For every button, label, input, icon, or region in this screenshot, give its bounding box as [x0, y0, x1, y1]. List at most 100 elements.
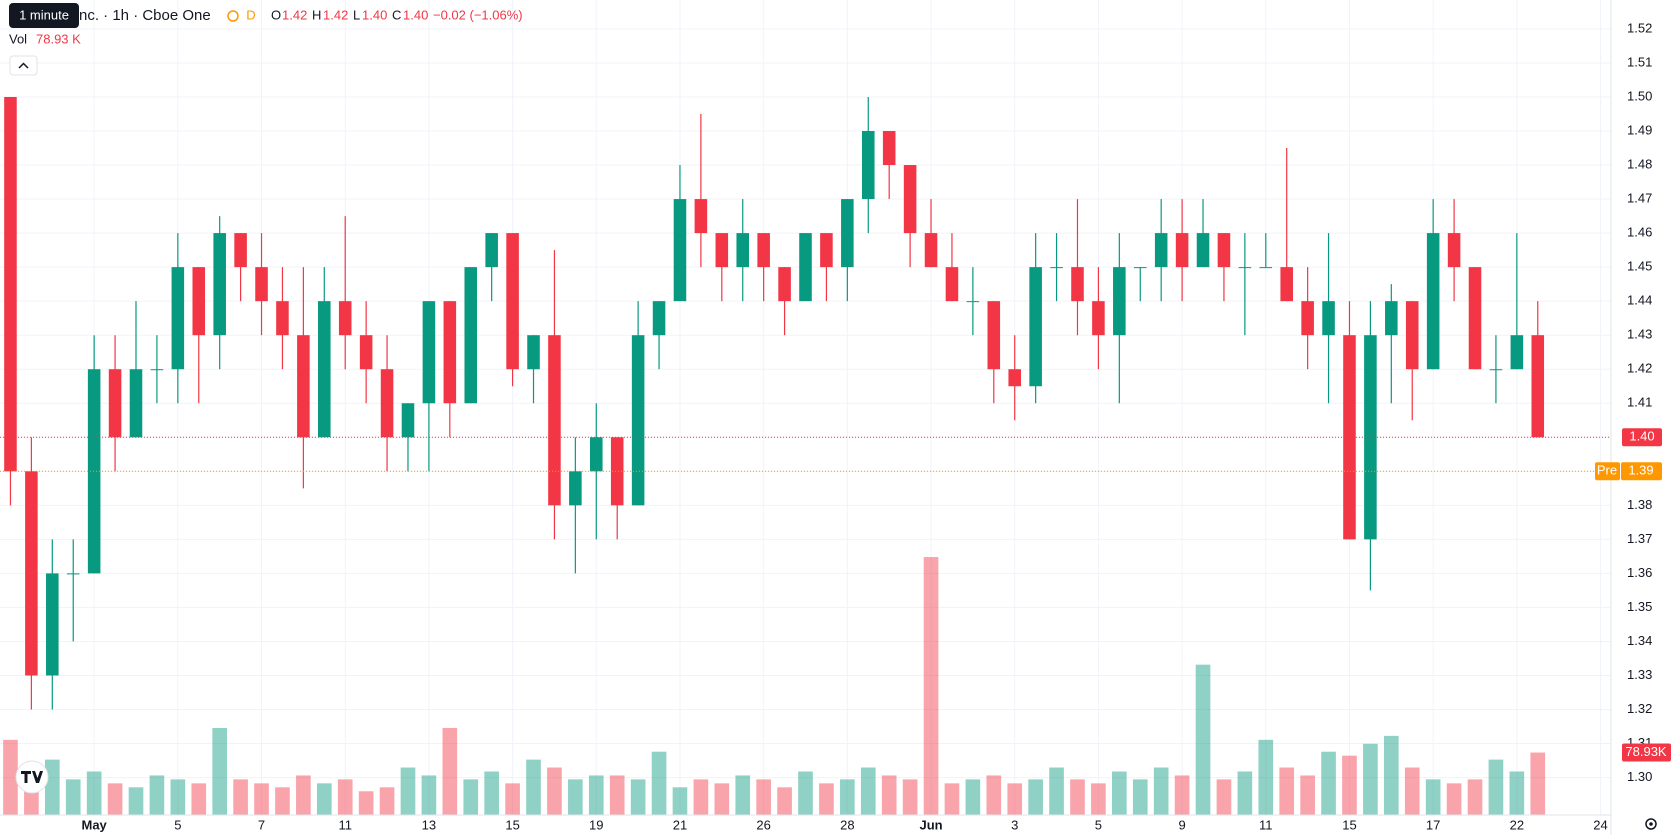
candle-body — [1029, 267, 1042, 387]
candle-body — [1301, 301, 1314, 336]
grid — [0, 0, 1611, 815]
candle-body — [1092, 301, 1105, 336]
volume-bar — [191, 783, 207, 815]
y-tick-label: 1.37 — [1627, 531, 1652, 546]
x-tick-label: 5 — [174, 817, 181, 832]
settings-button[interactable] — [1645, 818, 1657, 830]
collapse-button[interactable] — [9, 55, 38, 76]
x-tick-label: 11 — [1259, 817, 1273, 832]
candle-body — [1468, 267, 1482, 370]
candle-body — [1280, 267, 1293, 302]
volume-bar — [212, 727, 228, 815]
candle-body — [569, 471, 582, 506]
candle-body — [861, 131, 875, 200]
volume-bar — [86, 771, 102, 815]
pre-tag: Pre — [1597, 463, 1617, 478]
candle-body — [1259, 267, 1273, 269]
volume-bar — [1174, 775, 1190, 815]
candle-body — [1238, 267, 1252, 269]
x-tick-label: 26 — [756, 817, 770, 832]
candle-body — [527, 335, 540, 370]
volume-bar — [651, 751, 667, 815]
candle-body — [778, 267, 791, 302]
y-tick-label: 1.49 — [1627, 122, 1652, 137]
candle-body — [255, 267, 268, 302]
y-tick-label: 1.41 — [1627, 395, 1652, 410]
volume-bar — [65, 779, 81, 815]
last-price-badge — [1622, 428, 1662, 447]
candle-body — [945, 267, 959, 302]
y-tick-label: 1.45 — [1627, 259, 1652, 274]
logo[interactable] — [15, 760, 49, 794]
volume-layer — [3, 557, 1546, 815]
candle-body — [1113, 267, 1126, 336]
legend-value: 1.40 — [403, 7, 428, 22]
x-tick-label: 19 — [589, 817, 603, 832]
volume-bar — [170, 779, 186, 815]
volume-bar — [1237, 771, 1253, 815]
volume-bar — [400, 767, 416, 815]
candle-body — [1385, 301, 1398, 336]
y-tick-label: 1.33 — [1627, 667, 1652, 682]
volume-bar — [1446, 783, 1462, 815]
candle-body — [673, 199, 687, 302]
candle-body — [548, 335, 561, 506]
y-tick-label: 1.51 — [1627, 54, 1652, 69]
candle-body — [297, 335, 310, 438]
legend-value: 1.42 — [323, 7, 348, 22]
collapse-icon — [18, 62, 29, 69]
candle-body — [1154, 233, 1168, 268]
volume-bar — [568, 779, 583, 815]
volume-bar — [1007, 783, 1023, 815]
tooltip-box — [9, 3, 79, 28]
volume-bar — [1070, 779, 1085, 815]
legend-key: L — [353, 7, 360, 22]
y-tick-label: 1.48 — [1627, 156, 1652, 171]
volume-bar — [463, 779, 479, 815]
volume-bar — [1112, 771, 1127, 815]
candle-body — [359, 335, 373, 370]
volume-bar — [777, 787, 792, 815]
volume-bar — [1488, 759, 1504, 815]
candle-body — [192, 267, 206, 336]
volume-bar — [944, 783, 960, 815]
volume-value: 78.93 K — [36, 31, 81, 46]
candle-body — [652, 301, 666, 336]
candle-body — [506, 233, 519, 370]
volume-badge-label: 78.93K — [1625, 744, 1667, 759]
volume-bar — [965, 779, 981, 815]
legend-value: 1.42 — [282, 7, 307, 22]
volume-bar — [1279, 767, 1295, 815]
candle-body — [1050, 267, 1063, 269]
volume-bar — [735, 775, 751, 815]
x-tick-label: 15 — [505, 817, 519, 832]
volume-bar — [275, 787, 290, 815]
legend-value: 1.40 — [362, 7, 387, 22]
volume-bar — [149, 775, 165, 815]
x-tick-label: 17 — [1426, 817, 1440, 832]
volume-bar — [379, 787, 395, 815]
candle-body — [1008, 369, 1021, 387]
volume-bar — [337, 779, 353, 815]
volume-bar — [1216, 779, 1232, 815]
candle-body — [318, 301, 331, 438]
volume-bar — [107, 783, 123, 815]
candle-body — [610, 437, 624, 506]
x-tick-label: 9 — [1178, 817, 1185, 832]
candle-body — [1531, 335, 1545, 438]
x-tick-label: 22 — [1510, 817, 1524, 832]
candle-body — [213, 233, 226, 336]
candle-body — [380, 369, 394, 438]
candle-body — [715, 233, 729, 268]
candle-body — [631, 335, 645, 506]
candle-body — [25, 471, 38, 676]
volume-bar — [254, 783, 269, 815]
y-tick-label: 1.46 — [1627, 225, 1652, 240]
y-tick-label: 1.52 — [1627, 20, 1652, 35]
volume-bar — [1321, 751, 1336, 815]
x-tick-label: 13 — [422, 817, 436, 832]
y-tick-label: 1.38 — [1627, 497, 1652, 512]
volume-bar — [1425, 779, 1441, 815]
